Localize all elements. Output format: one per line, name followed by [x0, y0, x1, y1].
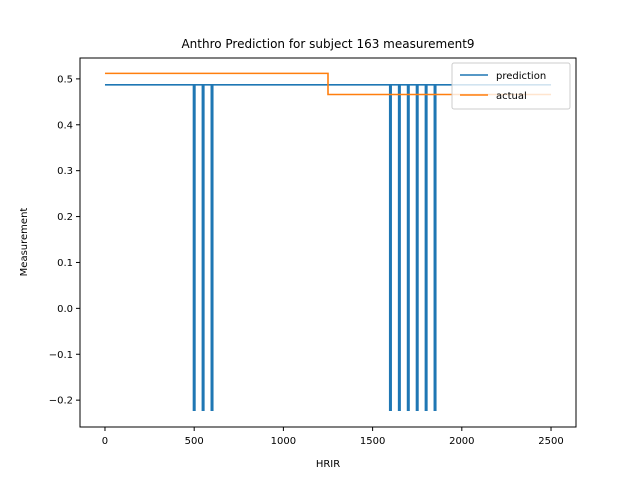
y-tick-label: 0.1	[57, 258, 73, 269]
x-tick-label: 2500	[538, 436, 563, 447]
x-axis-label: HRIR	[316, 459, 340, 470]
x-tick-label: 0	[102, 436, 108, 447]
legend: prediction actual	[451, 62, 571, 110]
y-axis: −0.2 −0.1 0.0 0.1 0.2 0.3 0.4 0.5	[49, 74, 80, 407]
chart-title: Anthro Prediction for subject 163 measur…	[181, 37, 474, 51]
y-tick-label: −0.1	[49, 350, 73, 361]
series-line-actual	[104, 72, 552, 96]
legend-label-actual: actual	[496, 91, 527, 102]
x-tick-label: 500	[185, 436, 204, 447]
x-axis: 0 500 1000 1500 2000 2500	[102, 427, 564, 447]
legend-label-prediction: prediction	[496, 71, 546, 82]
y-tick-label: 0.0	[57, 304, 73, 315]
y-axis-label: Measurement	[19, 208, 30, 277]
plot-series	[104, 72, 552, 412]
x-tick-label: 1500	[360, 436, 385, 447]
y-tick-label: 0.5	[57, 74, 73, 85]
plot-frame	[79, 57, 577, 428]
x-tick-label: 1000	[271, 436, 296, 447]
series-line-prediction	[104, 84, 552, 412]
y-tick-label: 0.3	[57, 166, 73, 177]
x-tick-label: 2000	[449, 436, 474, 447]
legend-box	[451, 62, 571, 110]
y-tick-label: −0.2	[49, 396, 73, 407]
y-tick-label: 0.2	[57, 212, 73, 223]
y-tick-label: 0.4	[57, 120, 73, 131]
